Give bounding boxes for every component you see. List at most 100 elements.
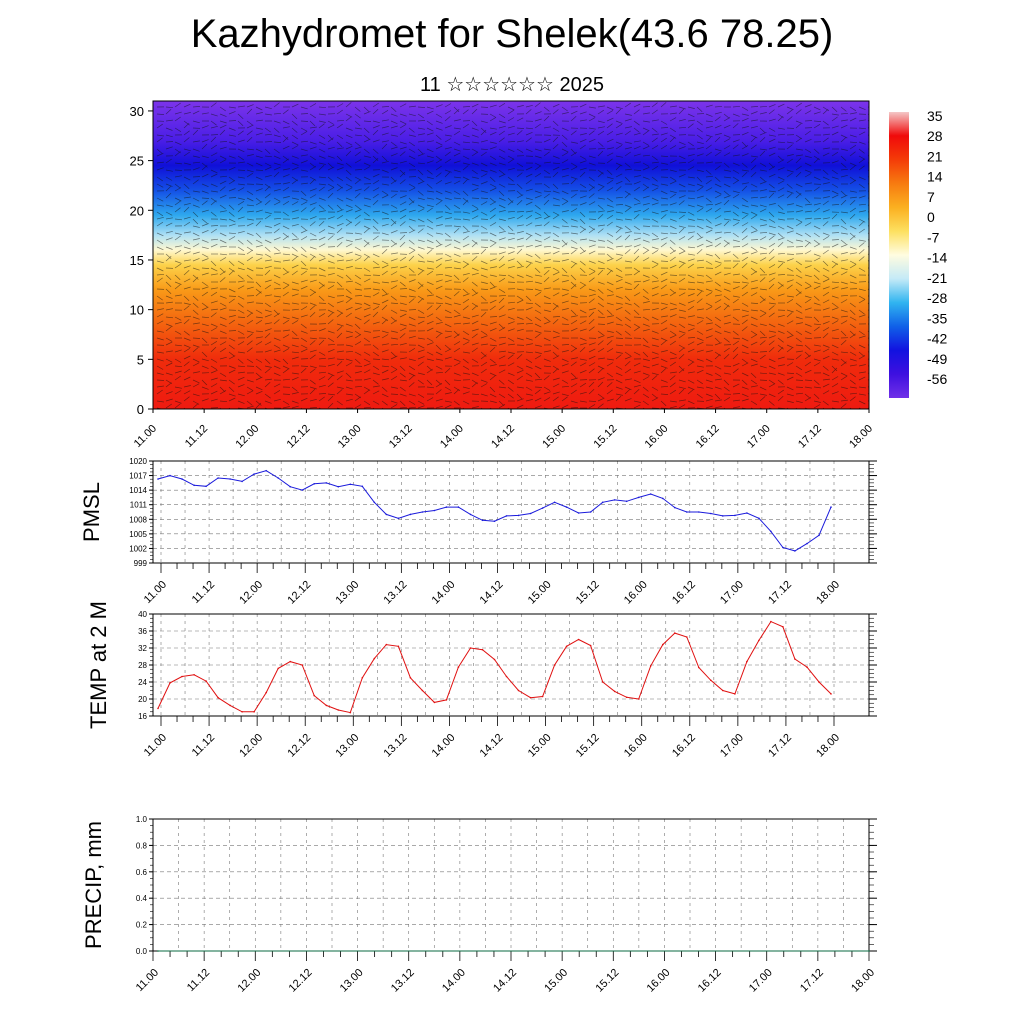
wind-barb — [831, 253, 838, 259]
wind-barb — [516, 393, 523, 400]
wind-barb — [741, 398, 749, 402]
wind-barb — [840, 361, 847, 367]
wind-barb — [363, 255, 370, 262]
wind-barb — [534, 232, 542, 237]
wind-barb — [561, 267, 568, 274]
wind-barb — [363, 377, 371, 381]
wind-barb — [453, 176, 461, 179]
wind-barb — [156, 372, 164, 376]
wind-barb — [399, 221, 406, 227]
heatmap-ytick-label: 15 — [130, 253, 144, 268]
wind-barb — [498, 197, 506, 201]
wind-barb — [264, 332, 271, 339]
wind-barb — [633, 109, 640, 115]
wind-barb — [660, 210, 668, 213]
wind-barb — [201, 337, 208, 344]
wind-barb — [453, 347, 461, 353]
wind-barb — [399, 195, 407, 199]
wind-barb — [741, 351, 749, 355]
wind-barb — [516, 328, 524, 332]
wind-barb — [435, 405, 443, 409]
wind-barb — [606, 246, 614, 250]
wind-barb — [453, 197, 462, 200]
wind-barb — [318, 328, 326, 332]
wind-barb — [804, 104, 812, 108]
wind-barb — [831, 365, 838, 372]
wind-barb — [624, 204, 632, 208]
wind-barb — [687, 231, 695, 234]
wind-barb — [246, 358, 254, 363]
wind-barb — [246, 267, 254, 272]
wind-barb — [156, 137, 163, 143]
wind-barb — [624, 118, 632, 122]
wind-barb — [714, 253, 721, 260]
wind-barb — [417, 140, 425, 143]
wind-barb — [264, 378, 272, 381]
wind-barb — [741, 222, 749, 227]
wind-barb — [543, 391, 551, 395]
wind-barb — [498, 314, 506, 318]
wind-barb — [498, 209, 506, 213]
wind-barb — [741, 251, 749, 255]
wind-barb — [588, 155, 596, 159]
wind-barb — [633, 237, 641, 241]
wind-barb — [498, 162, 506, 166]
wind-barb — [849, 199, 856, 206]
wind-barb — [246, 320, 254, 325]
wind-barb — [291, 405, 299, 409]
wind-barb — [579, 267, 586, 273]
wind-barb — [642, 195, 650, 199]
wind-barb — [255, 132, 263, 136]
wind-barb — [300, 225, 307, 231]
wind-barb — [471, 347, 478, 353]
wind-barb — [804, 354, 811, 360]
wind-barb — [480, 211, 488, 216]
wind-barb — [381, 190, 389, 196]
wind-barb — [327, 395, 334, 402]
wind-barb — [660, 337, 668, 342]
wind-barb — [624, 218, 632, 221]
wind-barb — [840, 106, 847, 112]
wind-barb — [768, 335, 776, 339]
wind-barb — [552, 383, 560, 388]
wind-barb — [210, 169, 218, 174]
wind-barb — [444, 323, 452, 328]
wind-barb — [174, 321, 182, 325]
wind-barb — [579, 382, 587, 388]
wind-barb — [237, 113, 244, 119]
wind-barb — [705, 169, 712, 175]
wind-barb — [660, 237, 668, 241]
wind-barb — [291, 232, 298, 238]
wind-barb — [723, 176, 731, 179]
wind-barb — [165, 185, 172, 192]
wind-barb — [615, 323, 623, 326]
wind-barb — [372, 302, 380, 305]
wind-barb — [642, 316, 650, 321]
wind-barb — [633, 186, 640, 192]
wind-barb — [732, 246, 741, 248]
wind-barb — [507, 337, 515, 342]
wind-barb — [732, 169, 740, 174]
wind-barb — [381, 358, 390, 361]
wind-barb — [390, 386, 398, 389]
wind-barb — [849, 196, 857, 199]
wind-barb — [426, 132, 434, 136]
wind-barb — [714, 288, 722, 292]
wind-barb — [552, 292, 560, 297]
wind-barb — [687, 211, 695, 216]
wind-barb — [300, 253, 308, 258]
wind-barb — [435, 344, 442, 351]
wind-barb — [390, 141, 397, 147]
wind-barb — [165, 308, 173, 311]
wind-barb — [363, 330, 371, 333]
wind-barb — [363, 363, 371, 367]
wind-barb — [831, 307, 839, 311]
wind-barb — [696, 249, 703, 255]
wind-barb — [156, 113, 165, 115]
wind-barb — [543, 270, 550, 276]
wind-barb — [633, 169, 642, 171]
wind-barb — [624, 351, 631, 357]
temp-xtick-label: 14.00 — [430, 732, 458, 760]
wind-barb — [858, 176, 866, 181]
wind-barb — [741, 393, 749, 398]
